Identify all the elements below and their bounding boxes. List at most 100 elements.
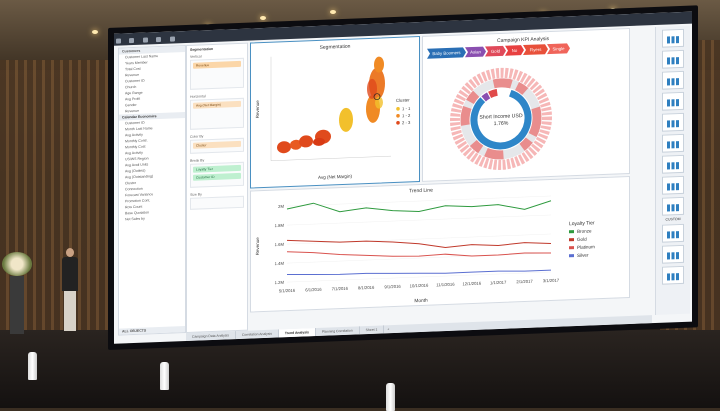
sunburst-inner-ring <box>470 88 532 150</box>
custom-chart-icon[interactable] <box>662 244 684 264</box>
x-tick-label: 12/1/2016 <box>462 281 481 287</box>
presenter <box>60 248 80 333</box>
size-drop-zone[interactable] <box>190 195 244 210</box>
all-objects-button[interactable]: ALL OBJECTS <box>119 326 185 335</box>
line-chart-icon[interactable] <box>662 91 684 111</box>
color-pill[interactable]: Cluster <box>193 140 241 149</box>
cluster-dots <box>277 56 385 154</box>
scatter-chart-icon[interactable] <box>662 133 684 153</box>
series-line[interactable] <box>286 264 551 280</box>
table-chart-icon[interactable] <box>662 28 684 48</box>
ceiling-light <box>260 16 266 20</box>
vertical-pill[interactable]: Revenue <box>193 60 241 69</box>
heatmap-chart-icon[interactable] <box>662 196 684 216</box>
sheet-tab[interactable]: Trend Analysis <box>278 328 316 338</box>
horizontal-drop-zone[interactable]: Avg (Net Margin) <box>190 97 244 130</box>
legend-label: 1 - 1 <box>402 106 411 111</box>
break-drop-zone[interactable]: Loyalty Tier Customer ID <box>190 161 244 188</box>
kpi-breadcrumb-segment[interactable] <box>465 46 486 58</box>
kpi-breadcrumb-segment[interactable] <box>547 43 570 55</box>
kpi-breadcrumb-segment[interactable] <box>427 47 466 59</box>
gridline <box>287 195 551 207</box>
flower-arrangement <box>2 252 32 276</box>
kpi-breadcrumb-segment[interactable] <box>523 44 548 56</box>
column-chart-icon[interactable] <box>662 70 684 90</box>
custom-chart-icon[interactable] <box>662 223 684 243</box>
segmentation-chart[interactable]: Segmentation Avg (Net Margin) Revenue <box>250 36 420 189</box>
field-item[interactable]: Net Sales by <box>125 216 145 222</box>
sheet-tab[interactable]: Planning Correlation <box>315 326 360 337</box>
legend-swatch <box>569 254 574 258</box>
segmentation-svg: Segmentation Avg (Net Margin) Revenue <box>255 44 411 180</box>
share-icon[interactable] <box>169 36 175 42</box>
trend-series <box>286 194 552 280</box>
fields-panel: Customers Customer Last Name Years Member… <box>118 45 186 336</box>
legend-title: Cluster <box>396 97 410 103</box>
gridline <box>287 271 551 283</box>
field-list-customers: Customer Last Name Years Member Total Cost… <box>119 52 185 115</box>
x-tick-label: 9/1/2016 <box>384 284 401 290</box>
presenter-legs <box>64 291 76 331</box>
undo-icon[interactable] <box>142 37 148 43</box>
kpi-breadcrumb-segment[interactable] <box>485 45 506 57</box>
kpi-breadcrumb-label: Gold <box>491 49 501 54</box>
analytics-app: Customers Customer Last Name Years Member… <box>114 11 692 344</box>
kpi-svg: Campaign KPI Analysis Baby Boomers Asian G… <box>427 36 570 170</box>
custom-chart-icon[interactable] <box>662 265 684 285</box>
chart-type-panel: CUSTOM <box>655 25 690 315</box>
kpi-breadcrumb: Baby Boomers Asian Gold No Flyers Single <box>427 43 570 59</box>
sunburst-ring-detail <box>460 78 542 160</box>
menu-icon[interactable] <box>116 38 121 44</box>
legend-swatch <box>569 238 574 242</box>
loyalty-legend: Loyalty Tier Bronze Gold Platinum Silver <box>569 220 595 258</box>
break-pill[interactable]: Loyalty Tier <box>193 164 241 173</box>
field-list-economics: Customer ID Month Last Name Avg Activity Mo… <box>119 118 185 223</box>
x-tick-label: 3/1/2017 <box>543 278 560 284</box>
series-line[interactable] <box>286 194 552 218</box>
water-bottle <box>160 362 169 390</box>
campaign-kpi-chart[interactable]: Campaign KPI Analysis Baby Boomers Asian G… <box>422 27 630 182</box>
legend-swatch <box>396 107 400 111</box>
add-sheet-button[interactable]: + <box>387 327 390 332</box>
scatter-point <box>313 137 325 146</box>
kpi-breadcrumb-label: Baby Boomers <box>432 50 460 56</box>
gridline <box>287 233 551 245</box>
kpi-center-label: Short Income USD <box>479 113 522 121</box>
legend-label: Silver <box>577 253 589 258</box>
horizontal-pill[interactable]: Avg (Net Margin) <box>193 100 241 109</box>
legend-label: 2 - 3 <box>402 120 411 125</box>
series-line[interactable] <box>286 230 552 253</box>
segmentation-y-label: Revenue <box>255 100 260 119</box>
color-drop-zone[interactable]: Cluster <box>190 137 244 154</box>
kpi-breadcrumb-label: Flyers <box>530 47 542 52</box>
series-line[interactable] <box>286 242 552 264</box>
trend-svg: Trend Line Month Revenue 2M 1.8M 1.6M 1.4M 1… <box>255 188 595 305</box>
x-axis <box>271 155 391 161</box>
sheet-tab[interactable]: Correlation Analysis <box>235 329 279 340</box>
kpi-center-value: 1.76% <box>494 121 509 128</box>
legend-swatch <box>569 230 574 234</box>
legend-label: Bronze <box>577 228 592 234</box>
y-tick-label: 2M <box>278 204 284 209</box>
save-icon[interactable] <box>129 37 135 44</box>
x-tick-label: 2/1/2017 <box>516 279 533 285</box>
presenter-head <box>66 248 74 257</box>
sunburst-highlight <box>470 88 532 150</box>
legend-swatch <box>396 121 400 125</box>
area-chart-icon[interactable] <box>662 112 684 132</box>
break-pill[interactable]: Customer ID <box>193 172 241 181</box>
x-tick-label: 10/1/2016 <box>410 283 429 289</box>
vertical-drop-zone[interactable]: Revenue <box>190 57 244 90</box>
combo-chart-icon[interactable] <box>662 175 684 195</box>
scatter-point <box>339 107 353 132</box>
sheet-tab[interactable]: Sheet 1 <box>359 325 385 335</box>
map-chart-icon[interactable] <box>662 154 684 174</box>
kpi-breadcrumb-segment[interactable] <box>505 45 524 56</box>
sheet-tab[interactable]: Campaign Data Analysis <box>186 331 236 342</box>
redo-icon[interactable] <box>156 36 162 43</box>
bar-chart-icon[interactable] <box>662 49 684 69</box>
selected-point[interactable] <box>373 93 381 101</box>
y-tick-label: 1.2M <box>275 280 285 285</box>
trend-line-chart[interactable]: Trend Line Month Revenue 2M 1.8M 1.6M 1.4M 1… <box>250 175 630 313</box>
cluster-legend: Cluster 1 - 1 1 - 2 2 - 3 <box>396 97 411 125</box>
